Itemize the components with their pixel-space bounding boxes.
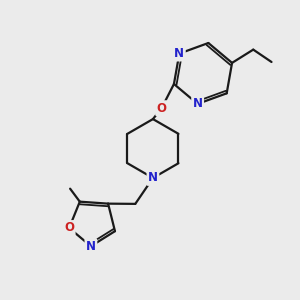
Text: N: N bbox=[193, 98, 202, 110]
Text: O: O bbox=[64, 221, 74, 235]
Text: O: O bbox=[157, 102, 166, 115]
Text: N: N bbox=[86, 240, 96, 253]
Text: N: N bbox=[174, 47, 184, 60]
Text: N: N bbox=[148, 172, 158, 184]
